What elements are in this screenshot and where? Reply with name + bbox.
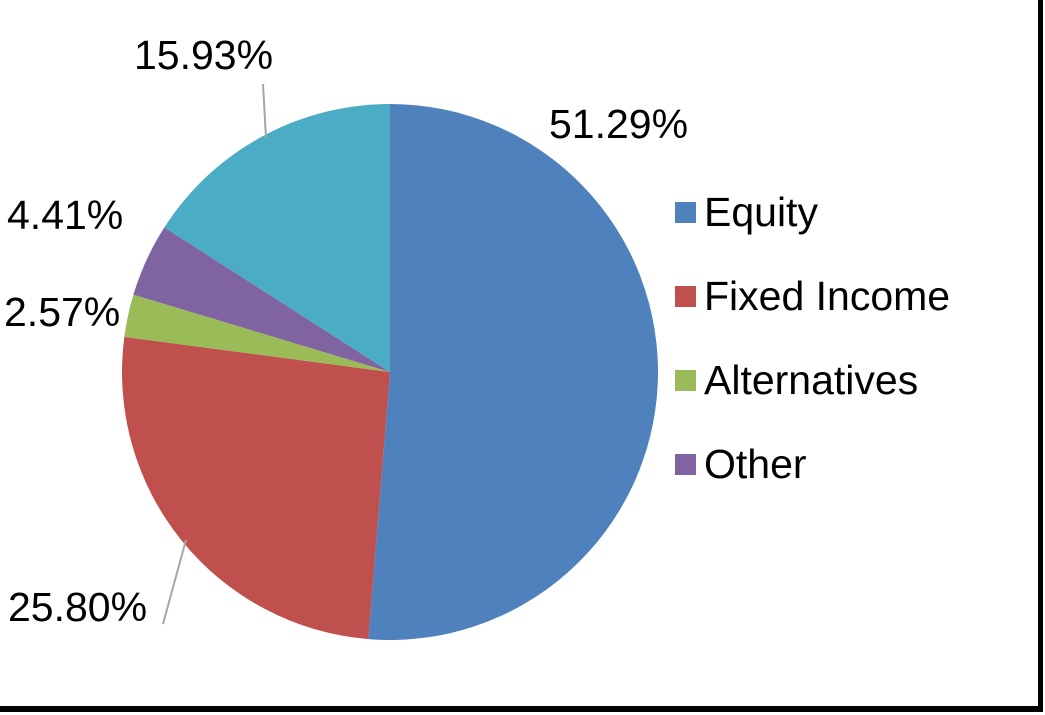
leader-line-unlabeled xyxy=(262,83,267,139)
legend-swatch-alternatives xyxy=(675,369,696,391)
legend-item-other[interactable]: Other xyxy=(675,422,950,506)
legend-swatch-other xyxy=(675,453,696,475)
pie-slice-unlabeled[interactable] xyxy=(164,104,390,372)
legend-label-fixed-income: Fixed Income xyxy=(704,272,951,319)
pie-slice-fixed-income[interactable] xyxy=(122,336,390,640)
legend-swatch-fixed-income xyxy=(675,285,696,307)
data-label-alternatives: 2.57% xyxy=(4,289,121,335)
data-label-equity: 51.29% xyxy=(549,101,689,147)
pie-slices xyxy=(122,104,659,641)
legend-label-alternatives: Alternatives xyxy=(704,356,919,403)
legend-label-equity: Equity xyxy=(704,188,818,235)
data-label-teal-slice: 15.93% xyxy=(134,32,274,78)
pie-slice-other[interactable] xyxy=(133,227,390,372)
frame-border-right xyxy=(1038,0,1043,712)
legend-item-alternatives[interactable]: Alternatives xyxy=(675,338,950,422)
frame-border-bottom xyxy=(0,706,1043,712)
legend-swatch-equity xyxy=(675,201,696,223)
pie-slice-alternatives[interactable] xyxy=(124,294,390,372)
chart-legend: Equity Fixed Income Alternatives Other xyxy=(675,170,950,506)
legend-item-equity[interactable]: Equity xyxy=(675,170,950,254)
leader-line-fixed-income xyxy=(162,539,187,625)
pie-slice-equity[interactable] xyxy=(368,104,659,641)
legend-item-fixed-income[interactable]: Fixed Income xyxy=(675,254,950,338)
legend-label-other: Other xyxy=(704,440,807,487)
data-label-other: 4.41% xyxy=(7,192,124,238)
data-label-fixed-income: 25.80% xyxy=(8,584,148,630)
